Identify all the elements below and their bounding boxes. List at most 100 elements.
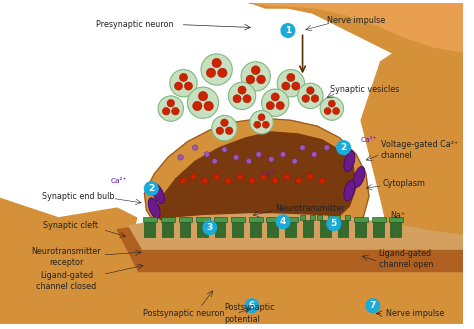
Ellipse shape [344, 180, 355, 201]
Bar [396, 220, 401, 238]
Bar [302, 220, 308, 238]
Circle shape [170, 69, 197, 97]
Circle shape [300, 145, 305, 150]
Bar [232, 220, 237, 238]
Text: Postsynaptic neuron: Postsynaptic neuron [143, 309, 224, 318]
Bar [379, 220, 383, 238]
Circle shape [234, 155, 239, 160]
Ellipse shape [152, 184, 164, 203]
Circle shape [192, 101, 202, 111]
Circle shape [201, 54, 232, 85]
Circle shape [276, 101, 284, 110]
Bar [220, 220, 226, 238]
Bar [161, 217, 175, 222]
Bar [196, 217, 210, 222]
Ellipse shape [354, 166, 365, 187]
Circle shape [203, 221, 217, 235]
Text: Nerve impulse: Nerve impulse [327, 16, 385, 25]
Bar [214, 217, 228, 222]
Circle shape [184, 82, 192, 90]
Bar [266, 217, 280, 222]
Bar [162, 220, 167, 238]
Circle shape [256, 152, 261, 157]
Text: Na⁺: Na⁺ [391, 212, 406, 220]
Bar [273, 220, 278, 238]
Circle shape [187, 87, 219, 118]
Circle shape [271, 93, 279, 101]
Bar [300, 215, 304, 220]
Circle shape [192, 145, 198, 150]
Circle shape [158, 96, 183, 121]
Circle shape [246, 159, 252, 164]
Ellipse shape [148, 198, 160, 218]
Text: Ligand-gated
channel open: Ligand-gated channel open [379, 249, 433, 269]
Text: Voltage-gated Ca²⁺
channel: Voltage-gated Ca²⁺ channel [381, 139, 458, 160]
Bar [144, 217, 157, 222]
Circle shape [233, 95, 241, 103]
Circle shape [324, 145, 330, 150]
Polygon shape [129, 214, 463, 249]
Circle shape [319, 178, 325, 184]
Bar [267, 220, 272, 238]
Bar [231, 217, 245, 222]
Polygon shape [151, 228, 356, 265]
Circle shape [254, 121, 261, 128]
Bar [185, 220, 191, 238]
Circle shape [198, 91, 208, 101]
Bar [337, 220, 343, 238]
Bar [203, 220, 208, 238]
Text: Cytoplasm: Cytoplasm [383, 179, 426, 188]
Circle shape [250, 111, 273, 134]
Circle shape [284, 174, 290, 180]
Polygon shape [249, 3, 463, 81]
Circle shape [295, 178, 302, 184]
Circle shape [222, 147, 227, 152]
Circle shape [272, 178, 278, 184]
Circle shape [320, 97, 344, 120]
Bar [284, 217, 298, 222]
Bar [390, 217, 403, 222]
Bar [326, 220, 331, 238]
Circle shape [298, 83, 323, 109]
Bar [335, 215, 340, 220]
Circle shape [260, 174, 267, 180]
Text: Ligand-gated
channel closed: Ligand-gated channel closed [36, 271, 97, 291]
Circle shape [241, 62, 270, 91]
Bar [238, 220, 243, 238]
Circle shape [163, 108, 170, 115]
Circle shape [174, 82, 182, 90]
Text: Ca²⁺: Ca²⁺ [361, 137, 378, 143]
Text: Postsynaptic
potential: Postsynaptic potential [225, 303, 275, 324]
Bar [197, 220, 202, 238]
Text: 1: 1 [285, 26, 291, 35]
Circle shape [167, 99, 174, 107]
Bar [361, 220, 366, 238]
Circle shape [277, 69, 304, 97]
Bar [310, 215, 315, 220]
Text: 2: 2 [148, 184, 155, 193]
Circle shape [245, 299, 259, 313]
Circle shape [243, 95, 251, 103]
Circle shape [216, 127, 224, 135]
Circle shape [251, 66, 260, 75]
Circle shape [337, 141, 350, 154]
Circle shape [179, 73, 188, 82]
Circle shape [249, 178, 255, 184]
Circle shape [212, 58, 221, 68]
Bar [179, 217, 192, 222]
Bar [250, 220, 255, 238]
Text: Presynaptic neuron: Presynaptic neuron [96, 20, 173, 29]
Circle shape [292, 159, 298, 164]
Circle shape [281, 24, 295, 37]
Bar [255, 220, 261, 238]
Bar [291, 220, 296, 238]
Circle shape [287, 73, 295, 82]
Text: Synaptic vesicles: Synaptic vesicles [330, 85, 399, 93]
Text: 4: 4 [280, 217, 286, 226]
Circle shape [262, 89, 289, 116]
Bar [249, 217, 263, 222]
Text: 7: 7 [370, 301, 376, 310]
Circle shape [307, 87, 314, 94]
Circle shape [212, 115, 237, 141]
Circle shape [221, 119, 228, 127]
